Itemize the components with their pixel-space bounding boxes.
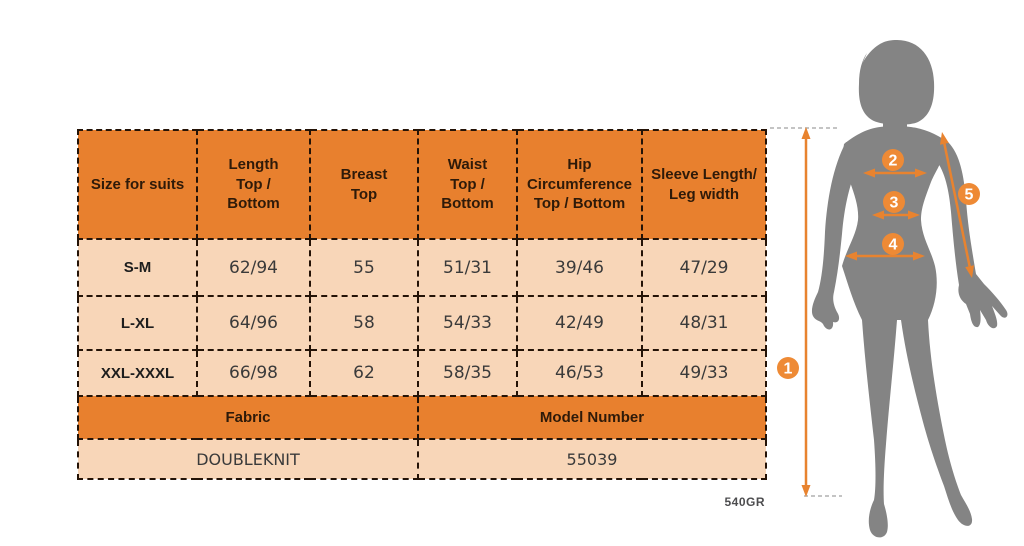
size-cell: XXL-XXXL <box>77 349 198 397</box>
marker-1: 1 <box>777 357 799 379</box>
value-cell: 58 <box>309 295 419 351</box>
silhouette-left-leg <box>862 320 897 538</box>
header-line: Top / Bottom <box>533 195 626 213</box>
header-line: Hip <box>567 156 592 174</box>
marker-4-label: 4 <box>889 237 898 254</box>
header-length: Length Top / Bottom <box>196 129 311 240</box>
value-cell: 46/53 <box>516 349 643 397</box>
size-cell: S-M <box>77 238 198 297</box>
silhouette-right-leg <box>901 320 973 526</box>
marker-5: 5 <box>958 183 980 205</box>
breast-arrow <box>863 168 927 178</box>
table-footer-labels-row: Fabric Model Number <box>77 395 767 440</box>
value-cell: 39/46 <box>516 238 643 297</box>
header-line: Sleeve Length/ <box>651 166 757 183</box>
table-header-row: Size for suits Length Top / Bottom Breas… <box>77 129 767 240</box>
size-chart-table: Size for suits Length Top / Bottom Breas… <box>77 129 767 480</box>
header-line: Length <box>228 156 279 174</box>
marker-4: 4 <box>882 233 904 255</box>
fabric-label-cell: Fabric <box>77 395 419 440</box>
model-number-label-cell: Model Number <box>417 395 767 440</box>
header-line: Leg width <box>669 185 739 203</box>
hip-arrow <box>845 251 925 261</box>
marker-2: 2 <box>882 149 904 171</box>
value-cell: 47/29 <box>641 238 767 297</box>
header-line: Bottom <box>441 195 494 213</box>
product-code: 540GR <box>724 495 765 509</box>
header-line: Breast <box>340 166 388 183</box>
value-cell: 58/35 <box>417 349 518 397</box>
value-cell: 55 <box>309 238 419 297</box>
value-cell: 54/33 <box>417 295 518 351</box>
header-line: Bottom <box>227 195 280 213</box>
value-cell: 64/96 <box>196 295 311 351</box>
model-number-value-cell: 55039 <box>417 438 767 480</box>
marker-1-label: 1 <box>784 361 793 378</box>
marker-3: 3 <box>883 191 905 213</box>
header-line: Circumference <box>526 175 633 193</box>
header-line: Top / <box>236 175 271 193</box>
silhouette-left-arm <box>811 142 860 330</box>
marker-badges: 1 2 3 4 5 <box>777 149 980 379</box>
measurement-arrows <box>801 127 974 497</box>
fabric-value-cell: DOUBLEKNIT <box>77 438 419 480</box>
measurement-figure: 1 2 3 4 5 <box>770 40 1008 538</box>
header-line: Top <box>350 185 378 203</box>
value-cell: 62/94 <box>196 238 311 297</box>
header-waist: Waist Top / Bottom <box>417 129 518 240</box>
size-cell: L-XL <box>77 295 198 351</box>
header-line: Waist <box>447 156 488 174</box>
marker-5-label: 5 <box>965 187 974 204</box>
leader-lines <box>770 127 842 497</box>
value-cell: 42/49 <box>516 295 643 351</box>
height-arrow <box>801 127 811 497</box>
value-cell: 49/33 <box>641 349 767 397</box>
value-cell: 48/31 <box>641 295 767 351</box>
value-cell: 66/98 <box>196 349 311 397</box>
silhouette-right-arm <box>936 142 1008 329</box>
header-line: Size for suits <box>90 175 185 193</box>
table-footer-values-row: DOUBLEKNIT 55039 <box>77 438 767 480</box>
silhouette-head <box>858 40 935 125</box>
marker-3-label: 3 <box>890 195 899 212</box>
waist-arrow <box>872 210 920 220</box>
table-row-xxl: XXL-XXXL 66/98 62 58/35 46/53 49/33 <box>77 349 767 397</box>
header-sleeve: Sleeve Length/ Leg width <box>641 129 767 240</box>
header-hip: Hip Circumference Top / Bottom <box>516 129 643 240</box>
header-breast: Breast Top <box>309 129 419 240</box>
table-row-sm: S-M 62/94 55 51/31 39/46 47/29 <box>77 238 767 297</box>
header-line: Top / <box>450 175 485 193</box>
woman-silhouette <box>811 40 1008 538</box>
header-size-for-suits: Size for suits <box>77 129 198 240</box>
table-row-lxl: L-XL 64/96 58 54/33 42/49 48/31 <box>77 295 767 351</box>
sleeve-arrow <box>940 132 974 278</box>
marker-2-label: 2 <box>889 153 898 170</box>
value-cell: 51/31 <box>417 238 518 297</box>
value-cell: 62 <box>309 349 419 397</box>
